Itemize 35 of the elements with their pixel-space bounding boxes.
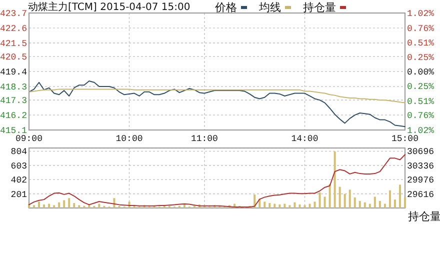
- y2-tick-label: 0.25%: [407, 53, 435, 64]
- y-tick-label: 416.2: [0, 111, 27, 122]
- legend-label: 持仓量: [303, 1, 336, 14]
- y2-tick-label: 0.51%: [407, 96, 435, 107]
- y2-tick-label: 0.51%: [407, 38, 435, 48]
- x-tick-label: 10:00: [116, 134, 143, 144]
- y-tick-label: 402: [10, 176, 27, 186]
- y2-tick-label: 0.25%: [407, 82, 435, 92]
- y-tick-label: 201: [10, 190, 27, 200]
- y2-tick-label: 0.76%: [407, 24, 435, 34]
- y-tick-label: 422.6: [0, 24, 27, 34]
- chart-title: 动煤主力[TCM] 2015-04-07 15:00: [28, 1, 190, 13]
- y2-tick-label: 0.76%: [407, 111, 435, 122]
- y-tick-label: 423.7: [0, 9, 27, 19]
- x-tick-label: 14:00: [291, 134, 318, 144]
- y2-tick-label: 1.02%: [407, 126, 435, 136]
- y-tick-label: 420.5: [0, 52, 27, 63]
- y-tick-label: 804: [10, 147, 27, 158]
- y-tick-label: 603: [10, 161, 27, 172]
- y-tick-label: 415.1: [0, 126, 27, 136]
- y-tick-label: 417.3: [0, 96, 27, 106]
- y2-tick-label: 29616: [407, 190, 434, 200]
- y-tick-label: 419.4: [0, 68, 27, 78]
- x-tick-label: 11:00: [190, 134, 218, 144]
- y2-tick-label: 1.02%: [407, 9, 435, 19]
- legend-label: 均线: [258, 1, 281, 14]
- legend-label: 价格: [214, 1, 237, 14]
- y2-tick-label: 0.00%: [407, 68, 435, 78]
- y2-tick-label: 30696: [407, 147, 434, 158]
- y2-tick-label: 30336: [407, 161, 434, 172]
- y-tick-label: 421.5: [0, 38, 27, 49]
- y-tick-label: 418.3: [0, 82, 27, 92]
- x-tick-label: 09:00: [15, 134, 43, 144]
- y2-tick-label: 29976: [407, 176, 434, 186]
- x-tick-label: 15:00: [391, 134, 419, 144]
